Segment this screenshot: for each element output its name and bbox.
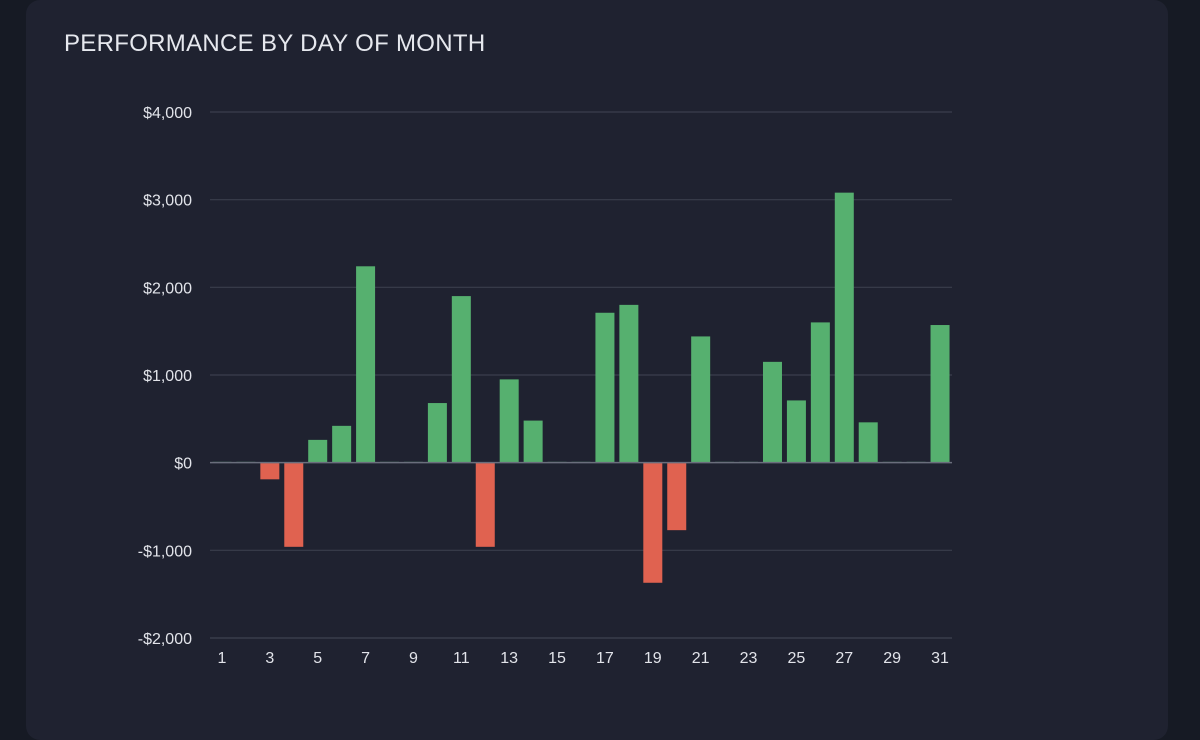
bars — [212, 192, 950, 583]
bar-day-21[interactable] — [691, 336, 711, 463]
x-tick-label: 9 — [409, 650, 418, 667]
y-tick-label: $3,000 — [143, 193, 192, 210]
bar-day-31[interactable] — [930, 325, 950, 463]
x-tick-label: 23 — [740, 650, 758, 667]
x-tick-label: 25 — [788, 650, 806, 667]
bar-day-17[interactable] — [595, 312, 615, 463]
x-tick-label: 11 — [453, 650, 470, 667]
x-tick-label: 7 — [361, 650, 370, 667]
bar-day-13[interactable] — [499, 379, 519, 463]
y-tick-label: $1,000 — [143, 368, 192, 385]
y-tick-label: $2,000 — [143, 280, 192, 297]
x-tick-label: 3 — [265, 650, 274, 667]
bar-day-25[interactable] — [786, 400, 806, 463]
y-tick-label: $0 — [174, 456, 192, 473]
x-tick-label: 13 — [500, 650, 518, 667]
y-axis-labels: -$2,000 -$1,000 $0 $1,000 $2,000 $3,000 $4,000 — [138, 105, 192, 648]
x-tick-label: 31 — [931, 650, 949, 667]
bar-day-20[interactable] — [667, 462, 687, 531]
x-tick-label: 29 — [883, 650, 901, 667]
x-tick-label: 17 — [596, 650, 614, 667]
chart-title: PERFORMANCE BY DAY OF MONTH — [64, 30, 486, 57]
y-tick-label: -$1,000 — [138, 543, 192, 560]
x-tick-label: 27 — [835, 650, 853, 667]
bar-day-7[interactable] — [356, 266, 376, 463]
x-tick-label: 15 — [548, 650, 566, 667]
bar-day-11[interactable] — [451, 296, 471, 463]
bar-day-18[interactable] — [619, 304, 639, 463]
x-tick-label: 1 — [218, 650, 227, 667]
bar-day-26[interactable] — [810, 322, 830, 463]
x-tick-label: 19 — [644, 650, 662, 667]
bar-day-28[interactable] — [858, 422, 878, 463]
x-tick-label: 5 — [313, 650, 322, 667]
bar-day-4[interactable] — [284, 462, 304, 547]
y-tick-label: $4,000 — [143, 105, 192, 122]
x-axis-labels: 1 3 5 7 9 11 13 15 17 19 21 23 25 27 29 31 — [218, 650, 950, 667]
bar-day-14[interactable] — [523, 420, 543, 463]
bar-day-19[interactable] — [643, 462, 663, 583]
zero-line — [210, 461, 952, 639]
bar-day-24[interactable] — [762, 361, 782, 463]
bar-day-10[interactable] — [427, 403, 447, 463]
bar-day-27[interactable] — [834, 192, 854, 463]
bar-day-12[interactable] — [475, 462, 495, 547]
y-tick-label: -$2,000 — [138, 631, 192, 648]
bar-day-3[interactable] — [260, 462, 280, 480]
x-tick-label: 21 — [692, 650, 710, 667]
bar-day-6[interactable] — [332, 425, 352, 463]
bar-day-5[interactable] — [308, 439, 328, 463]
